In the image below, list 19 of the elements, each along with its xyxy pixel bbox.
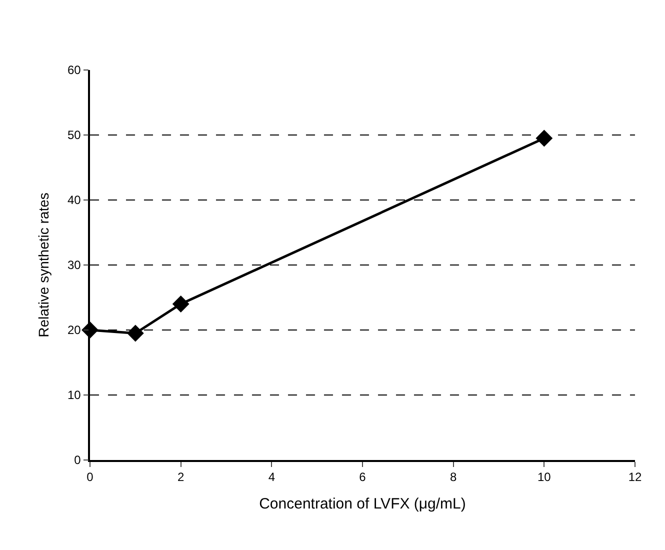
x-tick-label: 0 xyxy=(86,470,94,484)
y-tick-label: 50 xyxy=(67,128,82,142)
y-tick-label: 30 xyxy=(67,258,82,272)
x-axis-title: Concentration of LVFX (μg/mL) xyxy=(259,496,466,513)
y-tick-label: 10 xyxy=(67,388,82,402)
y-tick-label: 0 xyxy=(74,453,82,468)
x-tick-label: 8 xyxy=(450,470,457,484)
x-tick-label: 4 xyxy=(268,470,276,484)
y-tick-label: 60 xyxy=(67,63,82,78)
point xyxy=(172,296,190,312)
x-tick-label: 10 xyxy=(537,470,552,484)
y-tick-label: 20 xyxy=(67,323,82,338)
x-tick-label: 12 xyxy=(628,470,642,484)
y-axis-title: Relative synthetic rates xyxy=(36,192,52,338)
point xyxy=(126,324,144,342)
x-tick-label: 2 xyxy=(177,470,184,484)
x-tick-label: 6 xyxy=(359,470,366,484)
point xyxy=(536,130,553,147)
y-tick-label: 40 xyxy=(67,193,82,208)
